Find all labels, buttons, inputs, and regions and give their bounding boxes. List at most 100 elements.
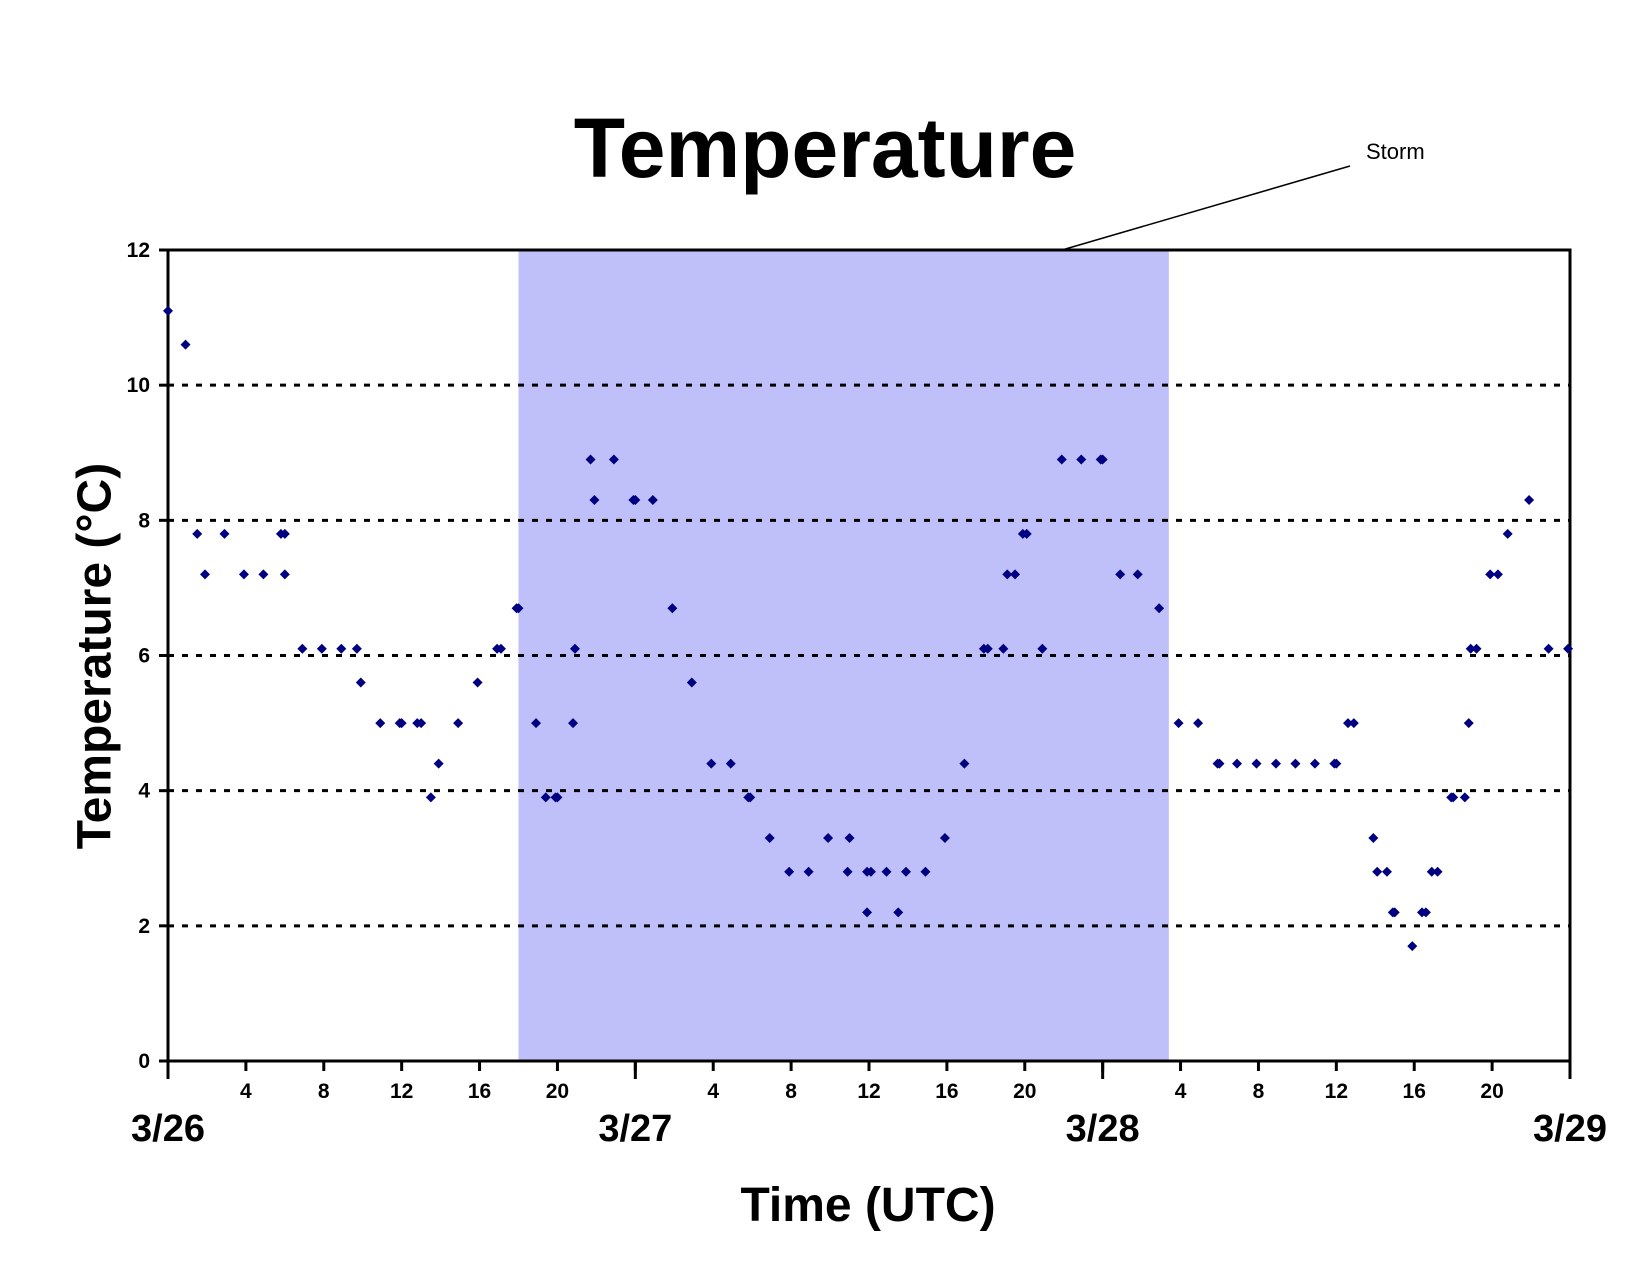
data-point bbox=[1002, 569, 1013, 580]
data-point bbox=[686, 677, 697, 688]
data-point bbox=[351, 643, 362, 654]
data-point bbox=[355, 677, 366, 688]
x-tick-label: 16 bbox=[1403, 1080, 1426, 1103]
data-point bbox=[1420, 907, 1431, 918]
data-point bbox=[1407, 941, 1418, 952]
data-point bbox=[1463, 718, 1474, 729]
storm-annotation-line bbox=[1061, 165, 1351, 251]
data-point bbox=[959, 758, 970, 769]
data-point bbox=[1348, 718, 1359, 729]
data-point bbox=[1173, 718, 1184, 729]
y-tick-label: 2 bbox=[138, 915, 150, 938]
data-point bbox=[1037, 643, 1048, 654]
data-point bbox=[375, 718, 386, 729]
data-point bbox=[881, 866, 892, 877]
data-point bbox=[513, 603, 524, 614]
data-point bbox=[893, 907, 904, 918]
data-point bbox=[706, 758, 717, 769]
x-tick-label: 20 bbox=[1013, 1080, 1036, 1103]
data-point bbox=[1459, 792, 1470, 803]
data-point bbox=[453, 718, 464, 729]
x-tick-label: 8 bbox=[785, 1080, 797, 1103]
data-point bbox=[784, 866, 795, 877]
data-point bbox=[416, 718, 427, 729]
y-tick-label: 6 bbox=[138, 645, 150, 668]
data-point bbox=[1524, 495, 1535, 506]
data-point bbox=[1465, 643, 1476, 654]
y-tick-label: 8 bbox=[138, 509, 150, 532]
x-tick-label: 16 bbox=[935, 1080, 958, 1103]
data-point bbox=[531, 718, 542, 729]
data-point bbox=[1076, 454, 1087, 465]
data-point bbox=[667, 603, 678, 614]
x-day-label: 3/29 bbox=[1533, 1108, 1607, 1150]
data-point bbox=[1270, 758, 1281, 769]
data-point bbox=[745, 792, 756, 803]
data-point bbox=[568, 718, 579, 729]
data-point bbox=[192, 528, 203, 539]
data-point bbox=[433, 758, 444, 769]
data-point bbox=[1214, 758, 1225, 769]
x-tick-label: 8 bbox=[1253, 1080, 1265, 1103]
data-point bbox=[844, 832, 855, 843]
data-point bbox=[1097, 454, 1108, 465]
data-point bbox=[1381, 866, 1392, 877]
data-point bbox=[1290, 758, 1301, 769]
y-tick-label: 4 bbox=[138, 780, 150, 803]
data-point bbox=[1502, 528, 1513, 539]
data-point bbox=[1426, 866, 1437, 877]
data-point bbox=[862, 907, 873, 918]
data-point bbox=[865, 866, 876, 877]
data-point bbox=[842, 866, 853, 877]
data-point bbox=[1432, 866, 1443, 877]
chart-title: Temperature bbox=[573, 101, 1077, 195]
data-point bbox=[472, 677, 483, 688]
data-point bbox=[1448, 792, 1459, 803]
data-point bbox=[316, 643, 327, 654]
data-point bbox=[823, 832, 834, 843]
x-tick-label: 4 bbox=[1175, 1080, 1187, 1103]
data-point bbox=[630, 495, 641, 506]
x-tick-label: 12 bbox=[1325, 1080, 1348, 1103]
x-tick-label: 16 bbox=[468, 1080, 491, 1103]
data-point bbox=[552, 792, 563, 803]
data-point bbox=[1056, 454, 1067, 465]
data-point bbox=[764, 832, 775, 843]
data-point bbox=[279, 528, 290, 539]
data-point bbox=[1021, 528, 1032, 539]
data-point bbox=[803, 866, 814, 877]
x-day-label: 3/26 bbox=[131, 1108, 205, 1150]
data-point bbox=[199, 569, 210, 580]
data-point bbox=[1193, 718, 1204, 729]
y-tick-label: 10 bbox=[127, 374, 150, 397]
x-tick-label: 20 bbox=[546, 1080, 569, 1103]
data-point bbox=[180, 339, 191, 350]
data-point bbox=[982, 643, 993, 654]
data-point bbox=[1485, 569, 1496, 580]
x-tick-label: 4 bbox=[240, 1080, 252, 1103]
data-point bbox=[1368, 832, 1379, 843]
data-point bbox=[396, 718, 407, 729]
data-point bbox=[540, 792, 551, 803]
data-point bbox=[1372, 866, 1383, 877]
x-day-label: 3/28 bbox=[1066, 1108, 1140, 1150]
data-point bbox=[238, 569, 249, 580]
data-point bbox=[1132, 569, 1143, 580]
data-point bbox=[585, 454, 596, 465]
data-point bbox=[569, 643, 580, 654]
data-point bbox=[725, 758, 736, 769]
data-point bbox=[1309, 758, 1320, 769]
data-point bbox=[920, 866, 931, 877]
data-point bbox=[163, 305, 173, 316]
x-day-label: 3/27 bbox=[598, 1108, 672, 1150]
x-tick-label: 4 bbox=[707, 1080, 719, 1103]
x-tick-label: 12 bbox=[857, 1080, 880, 1103]
data-point bbox=[608, 454, 619, 465]
data-point bbox=[297, 643, 308, 654]
data-point bbox=[219, 528, 230, 539]
data-point bbox=[495, 643, 506, 654]
data-point bbox=[1343, 718, 1354, 729]
data-point bbox=[336, 643, 347, 654]
